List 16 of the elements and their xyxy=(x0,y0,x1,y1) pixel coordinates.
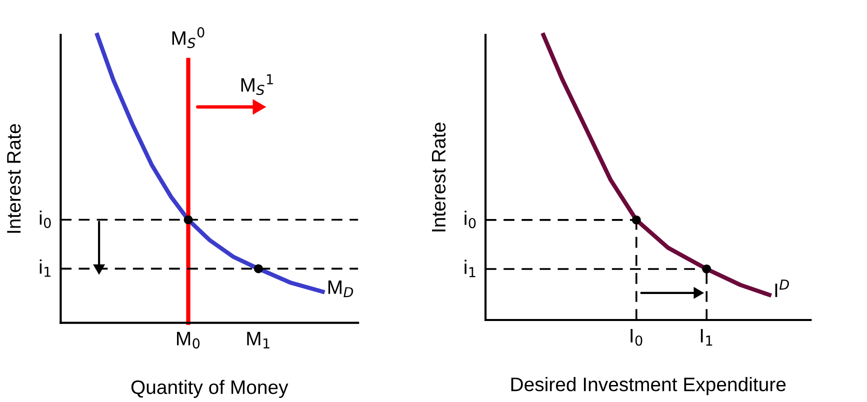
x-tick-label: I$_{0}$ xyxy=(630,329,642,346)
x-tick-label: M$_{1}$ xyxy=(247,332,270,348)
annotation: i$_{0}$ xyxy=(40,210,51,228)
x-tick-label: M$_{0}$ xyxy=(177,332,200,349)
series-label: I$^{D}$ xyxy=(775,280,789,298)
y-axis-title: Interest Rate xyxy=(432,122,446,232)
x-tick-label: I$_{1}$ xyxy=(700,329,712,346)
annotation: M$_{S}$$^{1}$ xyxy=(241,74,273,96)
annotation: i$_{1}$ xyxy=(40,260,50,277)
y-axis-title: Interest Rate xyxy=(7,124,21,233)
x-axis-title: Quantity of Money xyxy=(131,380,288,398)
x-axis-title: Desired Investment Expenditure xyxy=(511,377,786,396)
annotation: i$_{0}$ xyxy=(464,210,476,228)
annotation: M$_{S}$$^{0}$ xyxy=(172,27,204,48)
annotation: i$_{1}$ xyxy=(464,260,476,278)
series-label: M$_{D}$ xyxy=(328,280,354,298)
